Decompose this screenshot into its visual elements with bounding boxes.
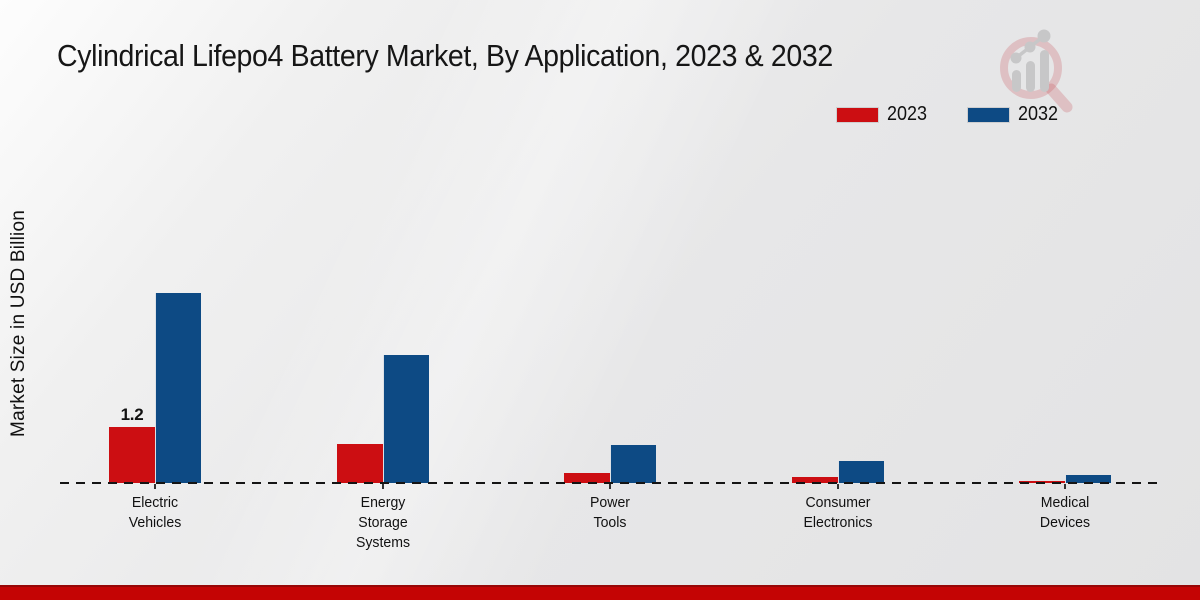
x-axis-category-label: Medical Devices [1039,494,1091,531]
bar-2032-category-0 [155,292,201,483]
bar-2032-category-3 [837,461,884,483]
bar-value-label: 1.2 [120,404,144,424]
bar-2023-category-4 [1019,480,1065,483]
bar-2023-category-0 [109,426,155,483]
bar-2023-category-1 [336,443,383,483]
x-axis-category-label: Power Tools [590,494,630,531]
bar-2032-category-1 [382,355,429,483]
footer-accent-bar [0,585,1200,600]
x-axis-category-label: Electric Vehicles [128,494,182,531]
legend-label-2032: 2032 [1017,103,1058,125]
magnifier-bar-chart-logo-icon [1000,29,1073,113]
bar-2023-category-2 [564,473,610,483]
x-axis-tick [381,484,384,489]
bar-2023-category-3 [791,476,838,483]
legend-label-2023: 2023 [887,103,928,125]
bar-2032-category-4 [1065,475,1111,483]
legend-swatch-2032 [967,107,1009,122]
y-axis-label: Market Size in USD Billion [8,210,29,437]
bar-2032-category-2 [610,445,656,483]
x-axis-tick [836,484,839,489]
x-axis-tick [154,484,156,489]
chart-title: Cylindrical Lifepo4 Battery Market, By A… [57,38,833,73]
legend: 2023 2032 [837,103,1062,126]
legend-item-2032: 2032 [967,103,1063,126]
legend-swatch-2023 [837,107,878,122]
x-axis-category-label: Consumer Electronics [803,494,872,531]
zero-baseline [60,482,1158,484]
x-axis-tick [1064,484,1066,489]
x-axis-tick [609,484,611,489]
x-axis-category-label: Energy Storage Systems [355,494,410,551]
legend-item-2023: 2023 [837,103,932,126]
